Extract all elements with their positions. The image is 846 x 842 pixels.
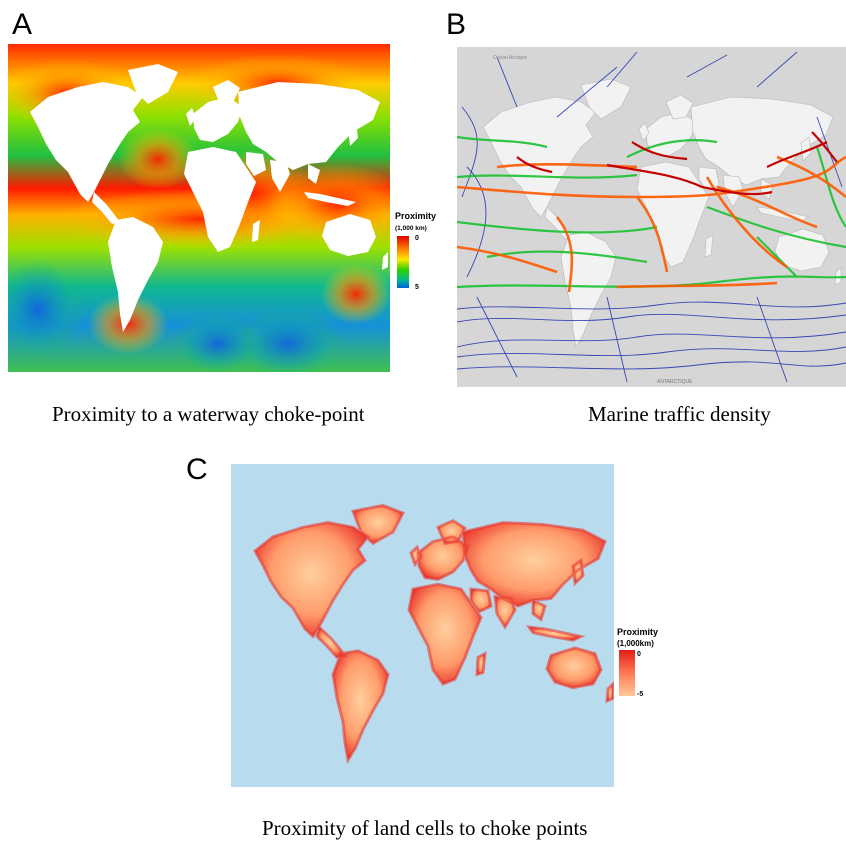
panel-label-a: A [12,8,33,41]
caption-c: Proximity of land cells to choke points [262,816,588,840]
legend-min-a: 0 [415,235,419,242]
choke-point-proximity-map [8,44,390,372]
panel-label-c: C [186,453,208,486]
legend-title-c: Proximity [617,627,658,637]
legend-unit-a: (1,000 km) [395,225,427,232]
legend-min-c: 0 [637,651,641,658]
arctic-ocean-label: Océan Arctique [493,55,527,61]
panel-label-b: B [446,8,467,41]
legend-max-a: 5 [415,284,419,291]
legend-title-a: Proximity [395,211,436,221]
caption-a: Proximity to a waterway choke-point [52,402,365,426]
proximity-legend-a: Proximity (1,000 km) 0 5 [395,211,436,291]
legend-colorbar-a [397,236,409,288]
antarctica-label: ANTARCTIQUE [657,379,693,385]
land-choke-proximity-map [231,464,614,787]
marine-traffic-map: Océan Arctique ANTARCTIQUE [457,47,846,387]
caption-b: Marine traffic density [588,402,771,426]
legend-unit-c: (1,000km) [617,639,654,648]
legend-colorbar-c [619,650,635,696]
proximity-legend-c: Proximity (1,000km) 0 -5 [617,627,658,698]
legend-max-c: -5 [637,691,643,698]
